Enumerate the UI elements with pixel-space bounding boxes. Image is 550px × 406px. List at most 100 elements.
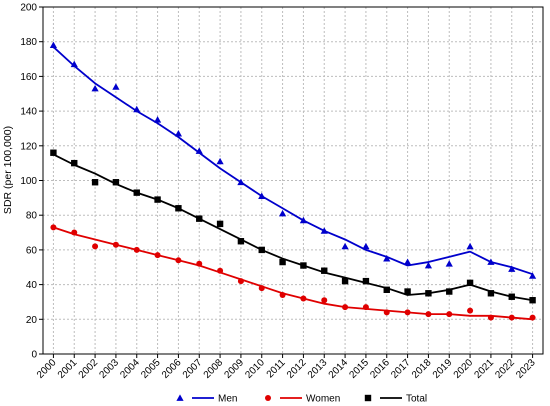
total-data-point	[175, 205, 182, 212]
x-tick-label: 2010	[243, 357, 267, 381]
x-tick-label: 2023	[514, 357, 538, 381]
x-tick-label: 2013	[306, 357, 330, 381]
women-data-point	[362, 304, 369, 311]
x-tick-label: 2006	[160, 357, 184, 381]
women-data-point	[258, 285, 265, 292]
total-data-point	[466, 279, 474, 287]
series-total	[50, 149, 536, 304]
women-data-point	[446, 311, 453, 318]
x-tick-label: 2020	[452, 357, 476, 381]
total-data-point	[383, 286, 390, 294]
legend-men-marker	[176, 394, 184, 401]
total-data-point	[71, 159, 78, 167]
total-data-point	[508, 293, 515, 300]
men-data-point	[299, 216, 308, 224]
total-data-point	[216, 220, 224, 228]
men-data-point	[112, 83, 120, 90]
total-data-point	[196, 215, 203, 222]
total-data-point	[362, 277, 370, 285]
axes-layer: 0204060801001201401601802002000200120022…	[20, 3, 544, 381]
men-data-point	[237, 178, 245, 186]
legend-total-label: Total	[406, 394, 427, 405]
women-data-point	[300, 295, 307, 302]
x-tick-label: 2019	[431, 357, 455, 381]
x-tick-label: 2003	[98, 357, 122, 381]
women-data-point	[92, 243, 99, 250]
men-data-point	[383, 254, 391, 262]
women-trend-line	[53, 226, 533, 321]
men-data-point	[133, 105, 141, 113]
men-data-point	[320, 227, 328, 234]
legend: Men Women Total	[176, 394, 427, 405]
x-tick-label: 2007	[181, 357, 205, 381]
women-data-point	[529, 314, 536, 321]
total-data-point	[279, 258, 286, 266]
women-data-point	[467, 307, 474, 314]
total-data-point	[341, 277, 349, 285]
legend-item-women: Women	[265, 394, 340, 405]
total-data-point	[112, 179, 120, 186]
y-tick-label: 60	[26, 245, 38, 256]
x-tick-label: 2000	[35, 357, 59, 381]
women-data-point	[487, 314, 494, 321]
men-data-point	[424, 261, 433, 269]
men-data-point	[487, 258, 495, 265]
women-data-point	[217, 267, 224, 274]
total-data-point	[91, 179, 99, 186]
x-tick-label: 2012	[285, 357, 309, 381]
y-tick-label: 120	[20, 141, 37, 152]
legend-women-label: Women	[306, 394, 340, 405]
total-data-point	[133, 189, 140, 196]
women-data-point	[175, 257, 182, 264]
total-data-point	[425, 290, 432, 297]
women-data-point	[425, 311, 432, 318]
men-data-point	[508, 265, 516, 272]
x-tick-label: 2016	[368, 357, 392, 381]
men-data-point	[70, 60, 78, 68]
x-tick-label: 2001	[56, 357, 80, 381]
men-data-point	[216, 157, 224, 165]
men-data-point	[528, 272, 537, 279]
men-data-point	[195, 147, 203, 154]
women-data-point	[321, 297, 328, 304]
total-data-point	[529, 297, 536, 304]
women-data-point	[112, 241, 119, 248]
women-data-point	[342, 304, 349, 311]
men-data-point	[174, 130, 183, 137]
plot-frame	[42, 6, 544, 355]
x-tick-label: 2022	[493, 357, 517, 381]
legend-item-total: Total	[364, 394, 427, 405]
total-data-point	[50, 149, 57, 156]
women-data-point	[404, 309, 411, 316]
women-data-point	[279, 292, 286, 299]
y-tick-label: 180	[20, 37, 37, 48]
women-data-point	[383, 309, 390, 316]
legend-item-men: Men	[176, 394, 237, 405]
men-data-point	[341, 242, 349, 250]
y-tick-label: 20	[26, 315, 38, 326]
men-data-point	[278, 209, 287, 217]
x-tick-label: 2018	[410, 357, 434, 381]
men-data-point	[362, 242, 370, 250]
x-tick-label: 2009	[223, 357, 247, 381]
women-data-point	[133, 246, 140, 253]
y-tick-label: 200	[20, 3, 37, 14]
women-data-point	[154, 252, 161, 259]
x-tick-label: 2017	[389, 357, 413, 381]
legend-women-marker	[265, 395, 271, 401]
series-layer	[49, 41, 537, 321]
women-data-point	[50, 224, 57, 231]
x-tick-label: 2014	[327, 357, 351, 381]
x-tick-label: 2002	[77, 357, 101, 381]
x-tick-label: 2004	[118, 357, 142, 381]
x-tick-label: 2008	[202, 357, 226, 381]
women-data-point	[196, 260, 203, 267]
y-tick-label: 80	[26, 211, 38, 222]
total-data-point	[487, 290, 495, 297]
x-tick-label: 2005	[139, 357, 163, 381]
total-data-point	[404, 288, 411, 295]
y-tick-label: 140	[20, 107, 37, 118]
y-axis-title: SDR (per 100,000)	[2, 126, 14, 214]
men-data-point	[153, 116, 162, 123]
